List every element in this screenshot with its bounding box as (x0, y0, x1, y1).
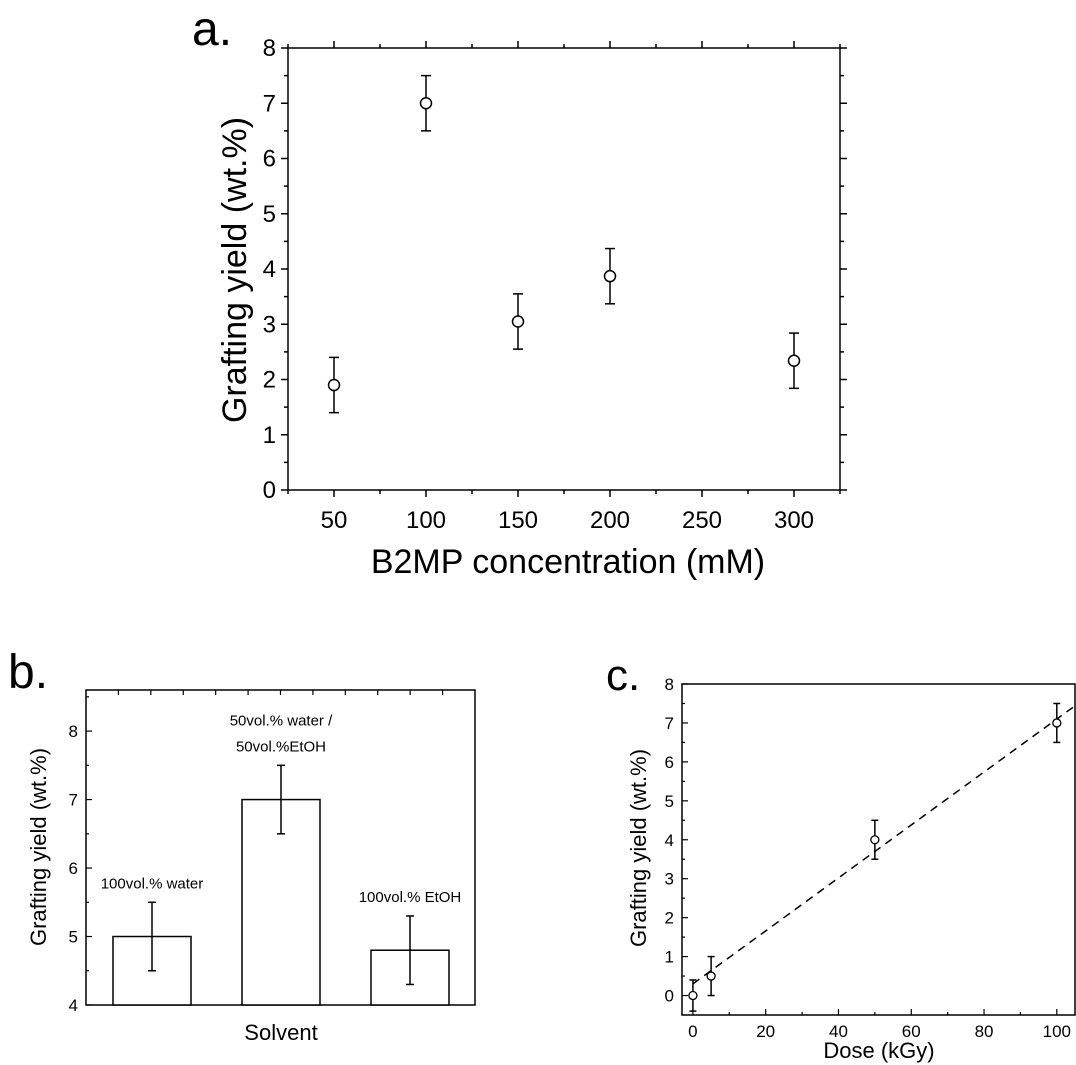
panel-a-frame (287, 47, 841, 491)
y-tick-label: 3 (263, 311, 276, 338)
panel-c-y-ticks: 0 1 2 3 4 5 6 7 8 (665, 675, 688, 1006)
fit-line (692, 705, 1076, 985)
y-tick-label: 4 (665, 831, 674, 850)
y-tick-label: 2 (665, 909, 674, 928)
x-tick-label: 200 (590, 507, 630, 534)
y-tick-label: 4 (263, 256, 276, 283)
y-tick-label: 7 (665, 714, 674, 733)
panel-a: a. 50 100 150 200 250 300 0 1 2 3 4 5 6 7 8 B2MP conc… (192, 3, 847, 581)
panel-b-x-axis-label: Solvent (244, 1020, 317, 1045)
y-tick-label: 6 (69, 859, 78, 878)
data-point (419, 97, 433, 110)
y-tick-label: 1 (665, 948, 674, 967)
y-tick-label: 5 (263, 201, 276, 228)
data-point (1052, 718, 1062, 728)
data-point (787, 354, 801, 367)
panel-c-y-axis-label: Grafting yield (wt.%) (626, 749, 651, 947)
data-point (870, 835, 880, 845)
y-tick-label: 2 (263, 367, 276, 394)
y-tick-label: 6 (665, 753, 674, 772)
y-tick-label: 8 (69, 722, 78, 741)
y-tick-label: 7 (69, 791, 78, 810)
panel-b-y-ticks: 4 5 6 7 8 (69, 690, 444, 1015)
y-tick-label: 0 (263, 477, 276, 504)
panel-a-y-axis-label: Grafting yield (wt.%) (216, 117, 254, 423)
panel-c-points (688, 702, 1076, 1012)
panel-b-label: b. (8, 646, 48, 699)
panel-a-label: a. (192, 3, 232, 56)
y-tick-label: 8 (665, 675, 674, 694)
panel-b-bars: 100vol.% water 50vol.% water / 50vol.%EtOH… (101, 712, 462, 1006)
bar-label: 50vol.%EtOH (236, 738, 326, 755)
y-tick-label: 7 (263, 90, 276, 117)
y-tick-label: 8 (263, 35, 276, 62)
x-tick-label: 50 (321, 507, 348, 534)
panel-a-x-axis-label: B2MP concentration (mM) (371, 543, 765, 581)
panel-c-label: c. (606, 651, 640, 700)
x-tick-label: 150 (498, 507, 538, 534)
panel-c-x-ticks: 0 20 40 60 80 100 (688, 1009, 1071, 1041)
y-tick-label: 3 (665, 870, 674, 889)
y-tick-label: 6 (263, 146, 276, 173)
panel-c-x-axis-label: Dose (kGy) (823, 1038, 934, 1063)
x-tick-label: 60 (902, 1022, 921, 1041)
data-point (603, 269, 617, 283)
panel-c-frame (681, 683, 1076, 1016)
x-tick-label: 40 (829, 1022, 848, 1041)
bar-label: 100vol.% water (101, 875, 204, 892)
y-tick-label: 4 (69, 996, 78, 1015)
panel-b-y-axis-label: Grafting yield (wt.%) (26, 748, 51, 946)
x-tick-label: 100 (406, 507, 446, 534)
panel-a-points (327, 74, 801, 414)
panel-a-x-ticks: 50 100 150 200 250 300 (287, 41, 841, 534)
x-tick-label: 80 (975, 1022, 994, 1041)
data-point (688, 990, 698, 1001)
bar-label: 50vol.% water / (230, 712, 333, 729)
panel-b: b. 4 5 6 7 8 100vol.% water 50vol.% water / 50… (8, 646, 476, 1045)
x-tick-label: 100 (1043, 1022, 1071, 1041)
x-tick-label: 0 (688, 1022, 697, 1041)
y-tick-label: 1 (263, 422, 276, 449)
data-point (511, 315, 525, 328)
data-point (327, 378, 341, 392)
y-tick-label: 0 (665, 987, 674, 1006)
x-tick-label: 250 (682, 507, 722, 534)
x-tick-label: 300 (774, 507, 814, 534)
panel-c: c. 0 20 40 60 80 100 0 1 2 3 4 5 6 7 8 Dose (kGy) Gra… (606, 651, 1076, 1063)
x-tick-label: 20 (756, 1022, 775, 1041)
data-point (706, 971, 716, 981)
panel-a-y-ticks: 0 1 2 3 4 5 6 7 8 (263, 35, 847, 504)
y-tick-label: 5 (665, 792, 674, 811)
bar-label: 100vol.% EtOH (359, 889, 462, 906)
y-tick-label: 5 (69, 928, 78, 947)
